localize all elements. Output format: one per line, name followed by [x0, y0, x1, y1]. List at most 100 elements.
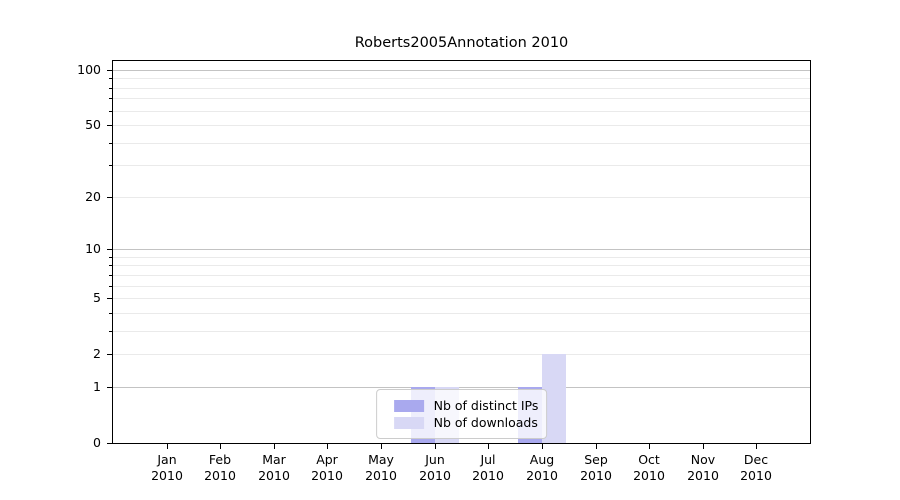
y-minor-tick-4 [109, 313, 112, 314]
x-tick-label-aug: Aug 2010 [515, 452, 569, 484]
gridline-y-10 [113, 249, 810, 250]
y-minor-tick-40 [109, 143, 112, 144]
y-tick-label-100: 100 [77, 62, 101, 77]
x-tick-label-mar: Mar 2010 [247, 452, 301, 484]
gridline-y-3 [113, 331, 810, 332]
x-tick-label-dec: Dec 2010 [729, 452, 783, 484]
legend-swatch-downloads-icon [393, 416, 424, 429]
y-minor-tick-5 [109, 298, 112, 299]
x-tick-label-feb: Feb 2010 [193, 452, 247, 484]
gridline-y-9 [113, 257, 810, 258]
gridline-y-60 [113, 111, 810, 112]
y-tick-1 [107, 387, 112, 388]
x-tick-label-oct: Oct 2010 [622, 452, 676, 484]
gridline-y-40 [113, 143, 810, 144]
gridline-y-6 [113, 286, 810, 287]
x-tick-month: Dec [743, 452, 769, 467]
gridlines-layer [113, 61, 810, 443]
gridline-y-1 [113, 387, 810, 388]
gridline-y-7 [113, 275, 810, 276]
x-tick-label-may: May 2010 [354, 452, 408, 484]
gridline-y-70 [113, 98, 810, 99]
x-tick-month: Nov [690, 452, 716, 467]
chart-title: Roberts2005Annotation 2010 [354, 35, 569, 51]
x-tick-month: Apr [316, 452, 338, 467]
x-tick-month: Jun [425, 452, 445, 467]
gridline-y-50 [113, 125, 810, 126]
x-tick-year: 2010 [365, 468, 397, 483]
x-tick-dec [756, 444, 757, 449]
y-tick-100 [107, 70, 112, 71]
y-minor-tick-90 [109, 78, 112, 79]
x-tick-oct [649, 444, 650, 449]
x-tick-year: 2010 [419, 468, 451, 483]
x-tick-year: 2010 [580, 468, 612, 483]
x-tick-label-nov: Nov 2010 [676, 452, 730, 484]
legend-label-downloads: Nb of downloads [433, 415, 538, 430]
x-tick-jun [435, 444, 436, 449]
x-tick-feb [220, 444, 221, 449]
gridline-y-20 [113, 197, 810, 198]
x-tick-year: 2010 [687, 468, 719, 483]
y-minor-tick-50 [109, 125, 112, 126]
legend-entry-distinct-ips: Nb of distinct IPs [393, 398, 539, 413]
y-tick-label-50: 50 [85, 117, 101, 132]
x-tick-year: 2010 [258, 468, 290, 483]
y-tick-label-20: 20 [85, 189, 101, 204]
x-tick-month: Sep [584, 452, 608, 467]
x-tick-year: 2010 [204, 468, 236, 483]
x-tick-year: 2010 [311, 468, 343, 483]
y-tick-label-10: 10 [85, 241, 101, 256]
x-tick-label-jan: Jan 2010 [140, 452, 194, 484]
legend-entry-downloads: Nb of downloads [393, 415, 539, 430]
x-tick-year: 2010 [740, 468, 772, 483]
legend-label-distinct-ips: Nb of distinct IPs [433, 398, 539, 413]
y-minor-tick-70 [109, 98, 112, 99]
y-minor-tick-20 [109, 197, 112, 198]
y-tick-label-0: 0 [93, 435, 101, 450]
y-tick-0 [107, 443, 112, 444]
x-tick-year: 2010 [526, 468, 558, 483]
y-minor-tick-6 [109, 286, 112, 287]
x-tick-month: May [368, 452, 394, 467]
gridline-y-30 [113, 165, 810, 166]
plot-area: Nb of distinct IPs Nb of downloads [112, 60, 811, 444]
x-tick-year: 2010 [633, 468, 665, 483]
x-tick-month: Oct [638, 452, 660, 467]
gridline-y-4 [113, 313, 810, 314]
x-tick-apr [327, 444, 328, 449]
x-tick-jul [488, 444, 489, 449]
x-tick-jan [167, 444, 168, 449]
x-tick-month: Aug [529, 452, 555, 467]
gridline-y-80 [113, 88, 810, 89]
legend-swatch-distinct-ips-icon [393, 399, 424, 412]
x-tick-may [381, 444, 382, 449]
gridline-y-5 [113, 298, 810, 299]
x-tick-label-jun: Jun 2010 [408, 452, 462, 484]
y-tick-label-1: 1 [93, 379, 101, 394]
gridline-y-100 [113, 70, 810, 71]
y-minor-tick-7 [109, 275, 112, 276]
y-minor-tick-3 [109, 331, 112, 332]
y-minor-tick-8 [109, 265, 112, 266]
y-minor-tick-9 [109, 257, 112, 258]
y-minor-tick-60 [109, 111, 112, 112]
x-tick-label-jul: Jul 2010 [461, 452, 515, 484]
legend: Nb of distinct IPs Nb of downloads [375, 389, 548, 439]
x-tick-label-sep: Sep 2010 [569, 452, 623, 484]
x-tick-month: Jan [157, 452, 177, 467]
x-tick-nov [703, 444, 704, 449]
x-tick-sep [596, 444, 597, 449]
x-tick-month: Feb [208, 452, 232, 467]
bars-layer [113, 61, 810, 443]
x-tick-year: 2010 [472, 468, 504, 483]
y-tick-10 [107, 249, 112, 250]
x-tick-year: 2010 [151, 468, 183, 483]
gridline-y-8 [113, 265, 810, 266]
y-minor-tick-80 [109, 88, 112, 89]
y-tick-label-2: 2 [93, 346, 101, 361]
y-minor-tick-2 [109, 354, 112, 355]
x-tick-mar [274, 444, 275, 449]
gridline-y-90 [113, 78, 810, 79]
